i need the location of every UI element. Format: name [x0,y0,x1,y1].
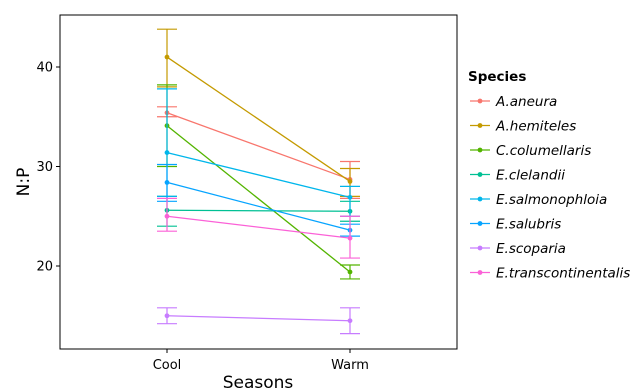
data-point [347,269,353,275]
y-tick-label: 30 [36,160,53,175]
legend-item: C.columellaris [470,143,591,159]
data-point [347,318,353,324]
series-line [166,56,351,182]
series-layer [157,28,360,335]
legend-key-point [477,147,483,153]
series-line [166,112,351,181]
data-point [164,180,170,185]
y-tick-label: 40 [36,61,53,76]
y-axis: 20 30 40 [36,61,60,275]
legend-item: E.salubris [470,217,561,233]
legend-key-point [477,245,483,251]
legend-key-point [477,270,483,275]
series-line [166,315,351,322]
series-line [166,181,351,231]
series-e-scoparia [157,307,360,335]
legend-label: C.columellaris [496,143,591,159]
legend-label: E.clelandii [496,168,565,184]
data-point [164,313,170,319]
series-line [166,209,351,212]
series-line [166,151,351,198]
data-point [347,235,353,241]
series-line [166,215,351,239]
x-axis-title: Seasons [223,373,294,388]
x-tick-label: Warm [331,358,369,373]
legend-label: A.aneura [495,94,557,110]
series-a-hemiteles [157,28,360,197]
x-axis: Cool Warm [153,349,369,373]
legend-label: E.salmonophloia [496,192,607,208]
data-point [347,179,353,184]
legend-key-point [477,172,483,177]
legend-key-point [477,123,483,128]
legend-key-point [477,221,483,226]
legend-item: A.hemiteles [470,119,576,135]
data-point [347,194,353,200]
x-tick-label: Cool [153,358,182,373]
legend-key-point [477,196,483,202]
legend-label: E.transcontinentalis [496,266,630,282]
data-point [164,150,170,155]
legend: Species A.aneura A.hemiteles C.columellari… [468,69,630,282]
series-line [166,125,351,273]
plot-area: 20 30 40 Cool Warm [36,14,458,373]
data-point [164,213,170,219]
legend-label: E.salubris [496,217,561,233]
legend-key-point [477,98,483,104]
legend-title: Species [468,69,526,85]
data-point [164,54,170,60]
legend-item: E.transcontinentalis [470,266,630,282]
series-e-transcontinentalis [157,197,360,259]
legend-label: E.scoparia [496,241,566,257]
plot-panel [59,14,458,350]
legend-item: E.salmonophloia [470,192,607,208]
legend-item: E.scoparia [470,241,566,257]
legend-item: A.aneura [470,94,557,110]
legend-label: A.hemiteles [495,119,576,135]
y-axis-title: N:P [14,168,34,197]
legend-item: E.clelandii [470,168,565,184]
y-tick-label: 20 [36,260,53,275]
